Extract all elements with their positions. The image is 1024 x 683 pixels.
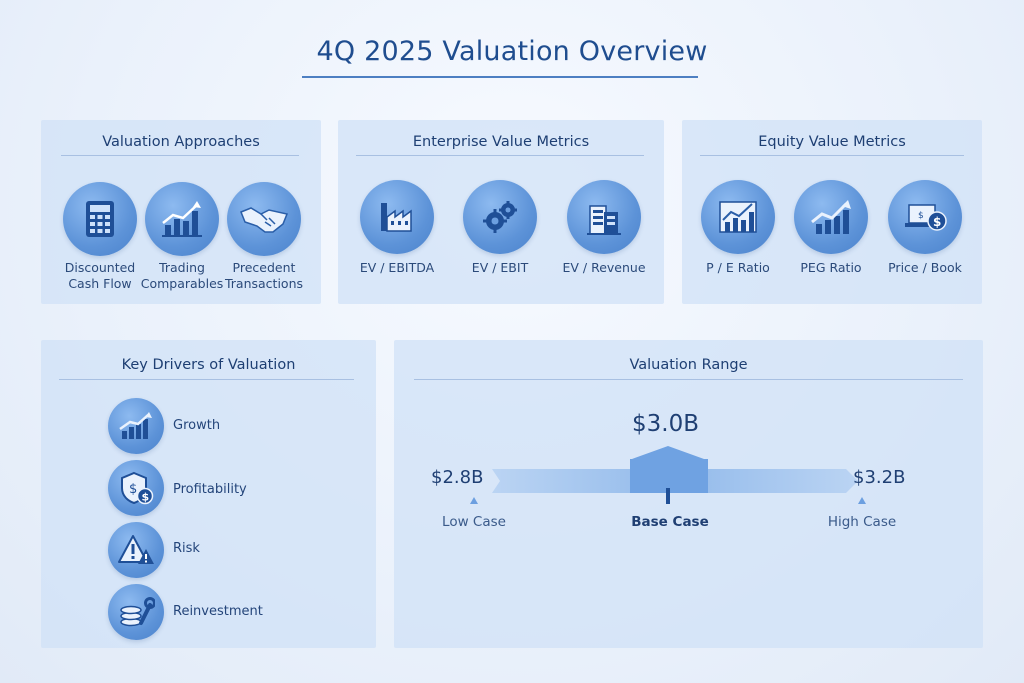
valuation-approaches-card: Valuation Approaches Discounted Cash Flo… [41,120,321,304]
warning-icon [108,522,164,578]
card-title: Valuation Range [629,357,748,373]
bar-chart-up-icon [145,182,219,256]
svg-text:$: $ [129,482,137,497]
low-case-label: Low Case [442,514,506,530]
approach-label-trading: Trading Comparables [140,260,224,291]
title-underline [302,76,698,78]
valuation-range-bar [470,446,866,504]
valuation-range-card: Valuation Range $2.8B $3.0B $3.2B Low Ca… [394,340,983,648]
approach-label-dcf: Discounted Cash Flow [64,260,136,291]
building-icon [567,180,641,254]
driver-label-risk: Risk [173,541,200,556]
card-title: Valuation Approaches [102,134,260,150]
high-case-value: $3.2B [853,467,906,488]
card-divider [59,379,354,380]
growth-arrow-icon [794,180,868,254]
ev-label-ebitda: EV / EBITDA [359,260,435,275]
card-divider [414,379,963,380]
gears-icon [463,180,537,254]
calculator-icon [63,182,137,256]
factory-icon [360,180,434,254]
base-case-label: Base Case [631,514,709,530]
coins-wrench-icon [108,584,164,640]
card-divider [61,155,299,156]
page-title: 4Q 2025 Valuation Overview [316,36,708,67]
equity-value-metrics-card: Equity Value Metrics $ $ P / E Ratio PEG… [682,120,982,304]
growth-chart-icon [108,398,164,454]
card-title: Enterprise Value Metrics [412,134,590,150]
shield-dollar-icon: $ $ [108,460,164,516]
card-title: Equity Value Metrics [758,134,906,150]
ev-label-revenue: EV / Revenue [562,260,646,275]
driver-label-growth: Growth [173,418,221,433]
line-chart-icon [701,180,775,254]
base-case-value: $3.0B [632,411,699,437]
equity-label-pe: P / E Ratio [706,260,770,275]
key-drivers-card: Key Drivers of Valuation $ $ [41,340,376,648]
equity-label-peg: PEG Ratio [800,260,862,275]
svg-text:$: $ [142,491,150,504]
low-case-value: $2.8B [431,467,484,488]
laptop-dollar-icon: $ $ [888,180,962,254]
approach-label-precedent: Precedent Transactions [224,260,304,291]
equity-label-pb: Price / Book [888,260,962,275]
svg-text:$: $ [933,215,941,229]
card-divider [700,155,964,156]
high-case-label: High Case [827,514,897,530]
ev-label-ebit: EV / EBIT [471,260,529,275]
card-title: Key Drivers of Valuation [121,357,296,373]
card-divider [356,155,644,156]
svg-text:$: $ [918,211,924,221]
enterprise-value-metrics-card: Enterprise Value Metrics [338,120,664,304]
handshake-icon [227,182,301,256]
driver-label-profitability: Profitability [173,482,247,497]
driver-label-reinvestment: Reinvestment [173,604,263,619]
